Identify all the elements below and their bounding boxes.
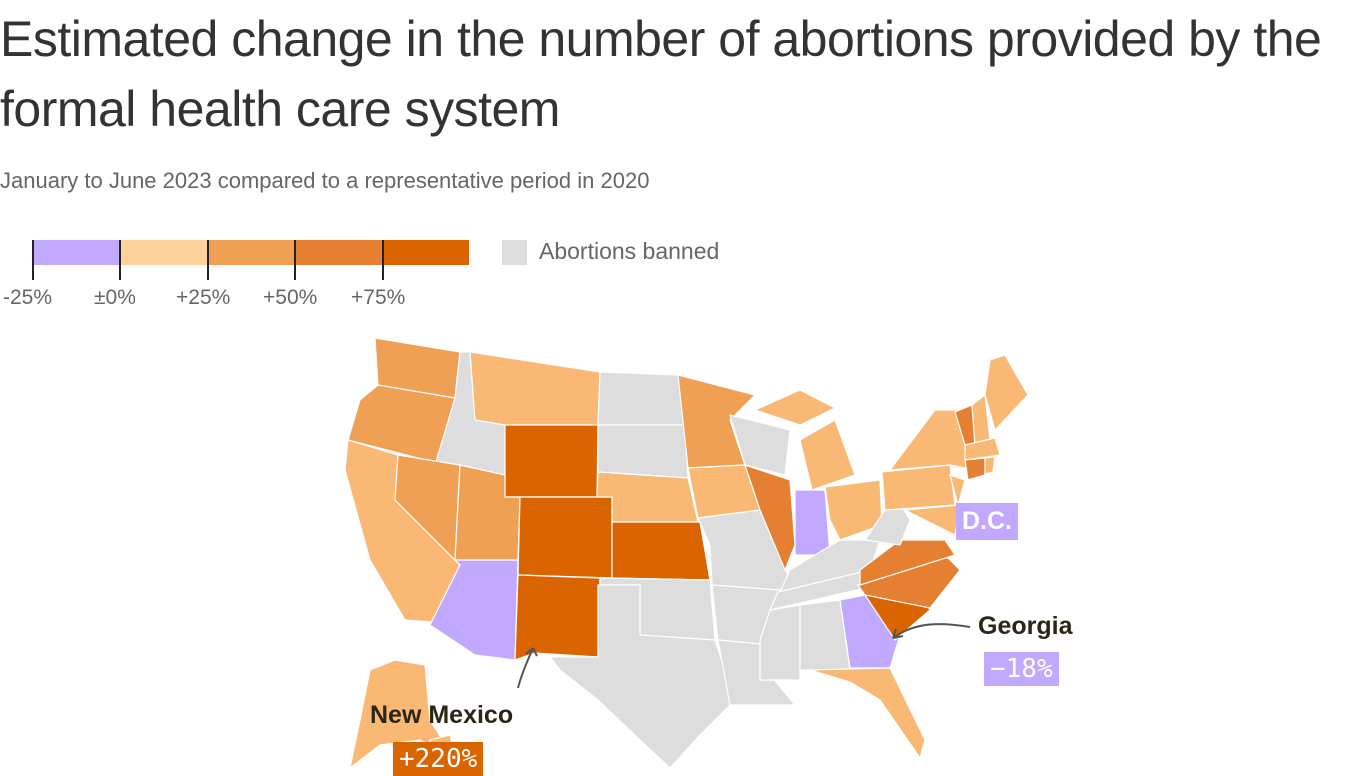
- chart-title: Estimated change in the number of aborti…: [0, 11, 1322, 137]
- legend-tick-label: +50%: [263, 286, 318, 309]
- state-nm: [514, 574, 601, 661]
- state-mi: [799, 419, 856, 491]
- dc-label: D.C.: [956, 503, 1018, 540]
- legend-bin-1: [120, 240, 208, 265]
- state-ak: [349, 659, 456, 768]
- legend-tick-label: -25%: [3, 286, 53, 309]
- legend-bin-0: [33, 240, 120, 265]
- new-mexico-arrow: [517, 647, 538, 689]
- legend-tick: [294, 240, 296, 280]
- state-ky: [778, 539, 881, 593]
- legend-tick-label: +75%: [351, 286, 406, 309]
- legend-bin-4: [383, 240, 469, 265]
- state-ne: [596, 471, 699, 523]
- state-or: [347, 384, 456, 466]
- legend-bin-2: [208, 240, 295, 265]
- state-oh: [824, 479, 883, 541]
- georgia-arrow: [892, 623, 971, 639]
- state-ms: [759, 604, 801, 681]
- georgia-label: Georgia: [978, 612, 1073, 640]
- state-fl: [809, 667, 926, 760]
- legend-tick: [207, 240, 209, 280]
- legend-banned-swatch: [502, 240, 527, 265]
- state-ct: [964, 457, 986, 481]
- state-wy: [504, 424, 599, 498]
- legend-tick: [32, 240, 34, 280]
- color-legend: -25% ±0% +25% +50% +75% Abortions banned: [0, 238, 760, 318]
- new-mexico-value: +220%: [393, 742, 484, 776]
- state-in: [794, 489, 831, 556]
- state-il: [744, 464, 796, 572]
- state-ri: [984, 456, 996, 475]
- state-me: [984, 354, 1029, 432]
- state-sd: [597, 424, 689, 479]
- legend-banned-label: Abortions banned: [539, 238, 720, 264]
- new-mexico-label: New Mexico: [370, 701, 514, 729]
- state-wi: [729, 414, 791, 476]
- state-ga: [839, 594, 901, 669]
- state-pa: [881, 464, 956, 511]
- state-va: [859, 539, 956, 586]
- georgia-value: −18%: [984, 652, 1059, 686]
- state-md: [902, 504, 961, 536]
- state-nd: [597, 371, 686, 426]
- state-co: [517, 496, 613, 579]
- state-mt: [469, 351, 601, 426]
- state-tx: [548, 584, 736, 768]
- legend-tick-label: +25%: [176, 286, 231, 309]
- state-ks: [611, 521, 711, 581]
- state-mi_up: [753, 389, 837, 426]
- state-ma: [964, 437, 1001, 461]
- state-mn: [677, 374, 757, 469]
- legend-tick-label: ±0%: [94, 286, 136, 309]
- legend-bin-3: [295, 240, 383, 265]
- state-nj: [949, 474, 966, 508]
- legend-tick: [382, 240, 384, 280]
- legend-tick: [119, 240, 121, 280]
- chart-subtitle: January to June 2023 compared to a repre…: [0, 168, 650, 193]
